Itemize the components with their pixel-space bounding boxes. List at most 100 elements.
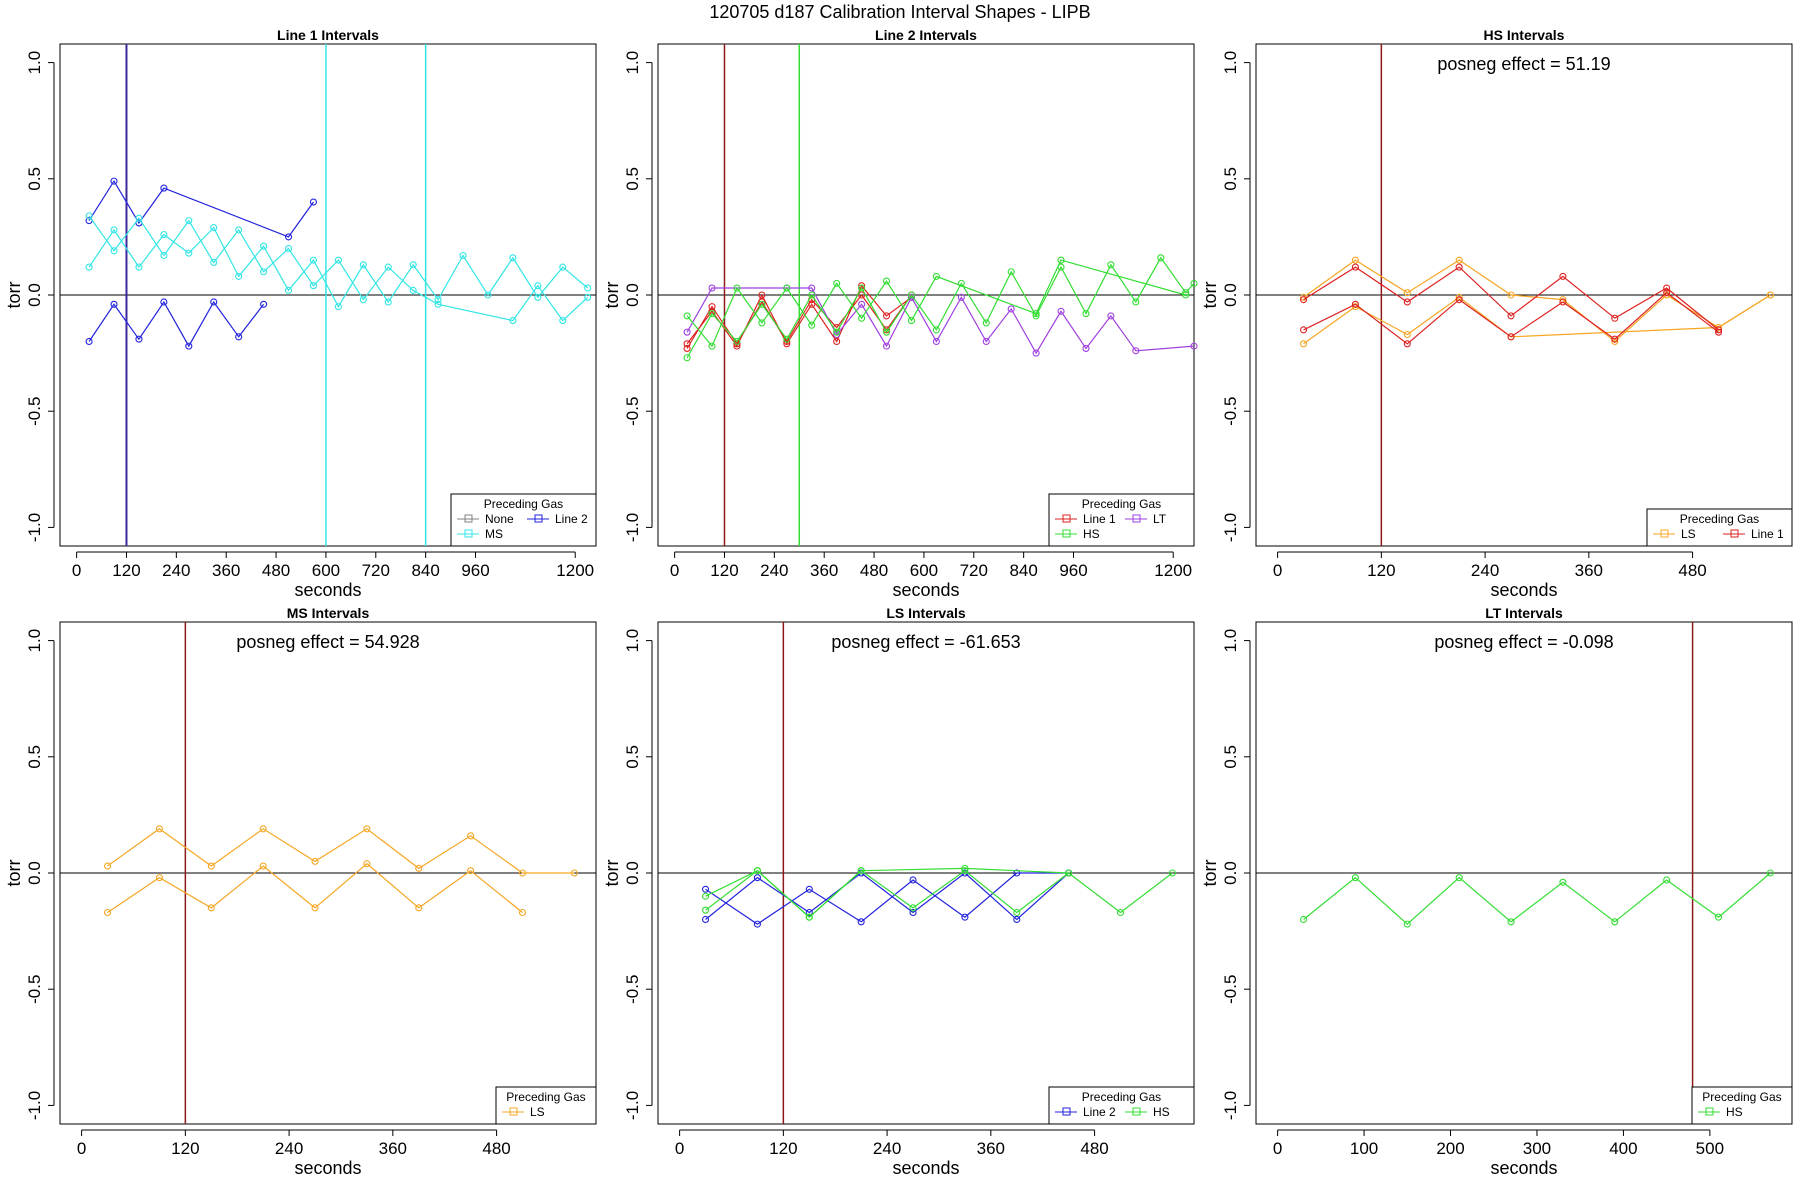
y-tick-label: 0.5 [623,167,642,191]
data-point [1299,326,1308,334]
data-point [857,918,865,926]
data-point [1403,330,1411,339]
y-tick-label: -1.0 [25,513,44,542]
data-point [1351,874,1359,882]
data-point [758,291,766,299]
y-tick-label: 0.0 [623,861,642,885]
data-point [1351,300,1359,308]
y-tick-label: 1.0 [623,629,642,653]
data-point [185,217,193,225]
x-tick-label: 0 [72,561,81,580]
x-tick-label: 360 [1575,561,1603,580]
x-tick-label: 240 [275,1139,303,1158]
data-point [160,231,168,239]
series-line [705,872,1069,925]
series-hs [1299,869,1774,928]
data-point [701,892,710,900]
data-point [833,279,841,287]
y-tick-label: -0.5 [1221,975,1240,1004]
y-axis: -1.0 -0.5 0.0 0.5 1.0 torr [4,629,55,1120]
legend-box [1646,508,1793,547]
data-point [683,328,691,336]
data-point [409,286,417,294]
y-axis: -1.0 -0.5 0.0 0.5 1.0 torr [602,629,653,1120]
data-point [363,825,371,833]
series-line [88,226,589,308]
x-tick-label: 1200 [1154,561,1192,580]
x-tick-label: 120 [710,561,738,580]
data-point [415,864,423,872]
x-tick-label: 600 [312,561,340,580]
legend-box [1691,1086,1793,1125]
legend-entry: Line 1 [1083,512,1116,526]
page-title: 120705 d187 Calibration Interval Shapes … [709,2,1090,22]
panel-title: MS Intervals [287,605,370,621]
data-point [961,864,969,872]
panel-3: HS Intervals 0 120 240 360 480 seconds -1.0 -0.5… [1200,27,1793,600]
data-point [1559,272,1567,280]
series-hs [683,254,1198,362]
legend-swatch-marker [464,529,473,538]
legend-box [450,493,597,547]
data-point [882,277,891,285]
legend-box [1048,1086,1195,1125]
legend-swatch-marker [1062,514,1071,523]
panel-2: Line 2 Intervals 0 120 240 360 480 600 720 840 96… [602,27,1198,600]
panel-4: MS Intervals 0 120 240 360 480 seconds -1.0 -0.5… [4,605,597,1178]
x-tick-label: 840 [1009,561,1037,580]
y-tick-label: -0.5 [25,975,44,1004]
data-point [1057,256,1065,264]
legend-entry: MS [485,527,503,541]
series-line [686,287,1195,355]
y-tick-label: 0.0 [1221,283,1240,307]
data-point [932,326,940,334]
data-point [1007,268,1015,276]
y-tick-label: 0.0 [25,283,44,307]
data-point [384,298,392,306]
legend-swatch-marker [1062,1107,1071,1116]
data-point [1507,291,1515,299]
data-point [909,876,917,884]
legend-title: Preceding Gas [506,1090,585,1104]
data-point [1013,869,1021,877]
x-axis-label: seconds [294,580,361,600]
y-tick-label: -0.5 [623,397,642,426]
legend-swatch-marker [1660,529,1669,538]
series-line [1303,872,1771,925]
x-axis: 0 100 200 300 400 500 seconds [1273,1129,1724,1178]
x-tick-label: 100 [1350,1139,1378,1158]
y-tick-label: 0.0 [623,283,642,307]
panel-5: LS Intervals 0 120 240 360 480 seconds -1.0 -0.5… [602,605,1195,1178]
x-tick-label: 840 [411,561,439,580]
data-point [701,915,710,924]
data-point [1663,284,1671,292]
x-tick-label: 400 [1609,1139,1637,1158]
y-axis-label: torr [1200,281,1220,308]
data-point [1013,915,1021,924]
x-tick-label: 0 [670,561,679,580]
data-point [434,300,442,308]
data-point [309,256,318,264]
legend-entry: LT [1153,512,1167,526]
series-line [686,284,912,348]
data-point [1032,310,1040,318]
x-tick-label: 500 [1696,1139,1724,1158]
data-point [1611,918,1619,926]
data-point [907,317,916,325]
data-point [534,282,542,290]
data-point [858,291,866,299]
data-point [708,303,716,311]
data-point [85,263,93,271]
y-tick-label: 1.0 [1221,51,1240,75]
data-point [1007,305,1015,313]
legend-entry: HS [1726,1105,1743,1119]
legend-title: Preceding Gas [484,497,563,511]
data-point [1559,878,1567,886]
data-point [1351,263,1359,271]
x-tick-label: 240 [873,1139,901,1158]
data-point [110,247,118,255]
